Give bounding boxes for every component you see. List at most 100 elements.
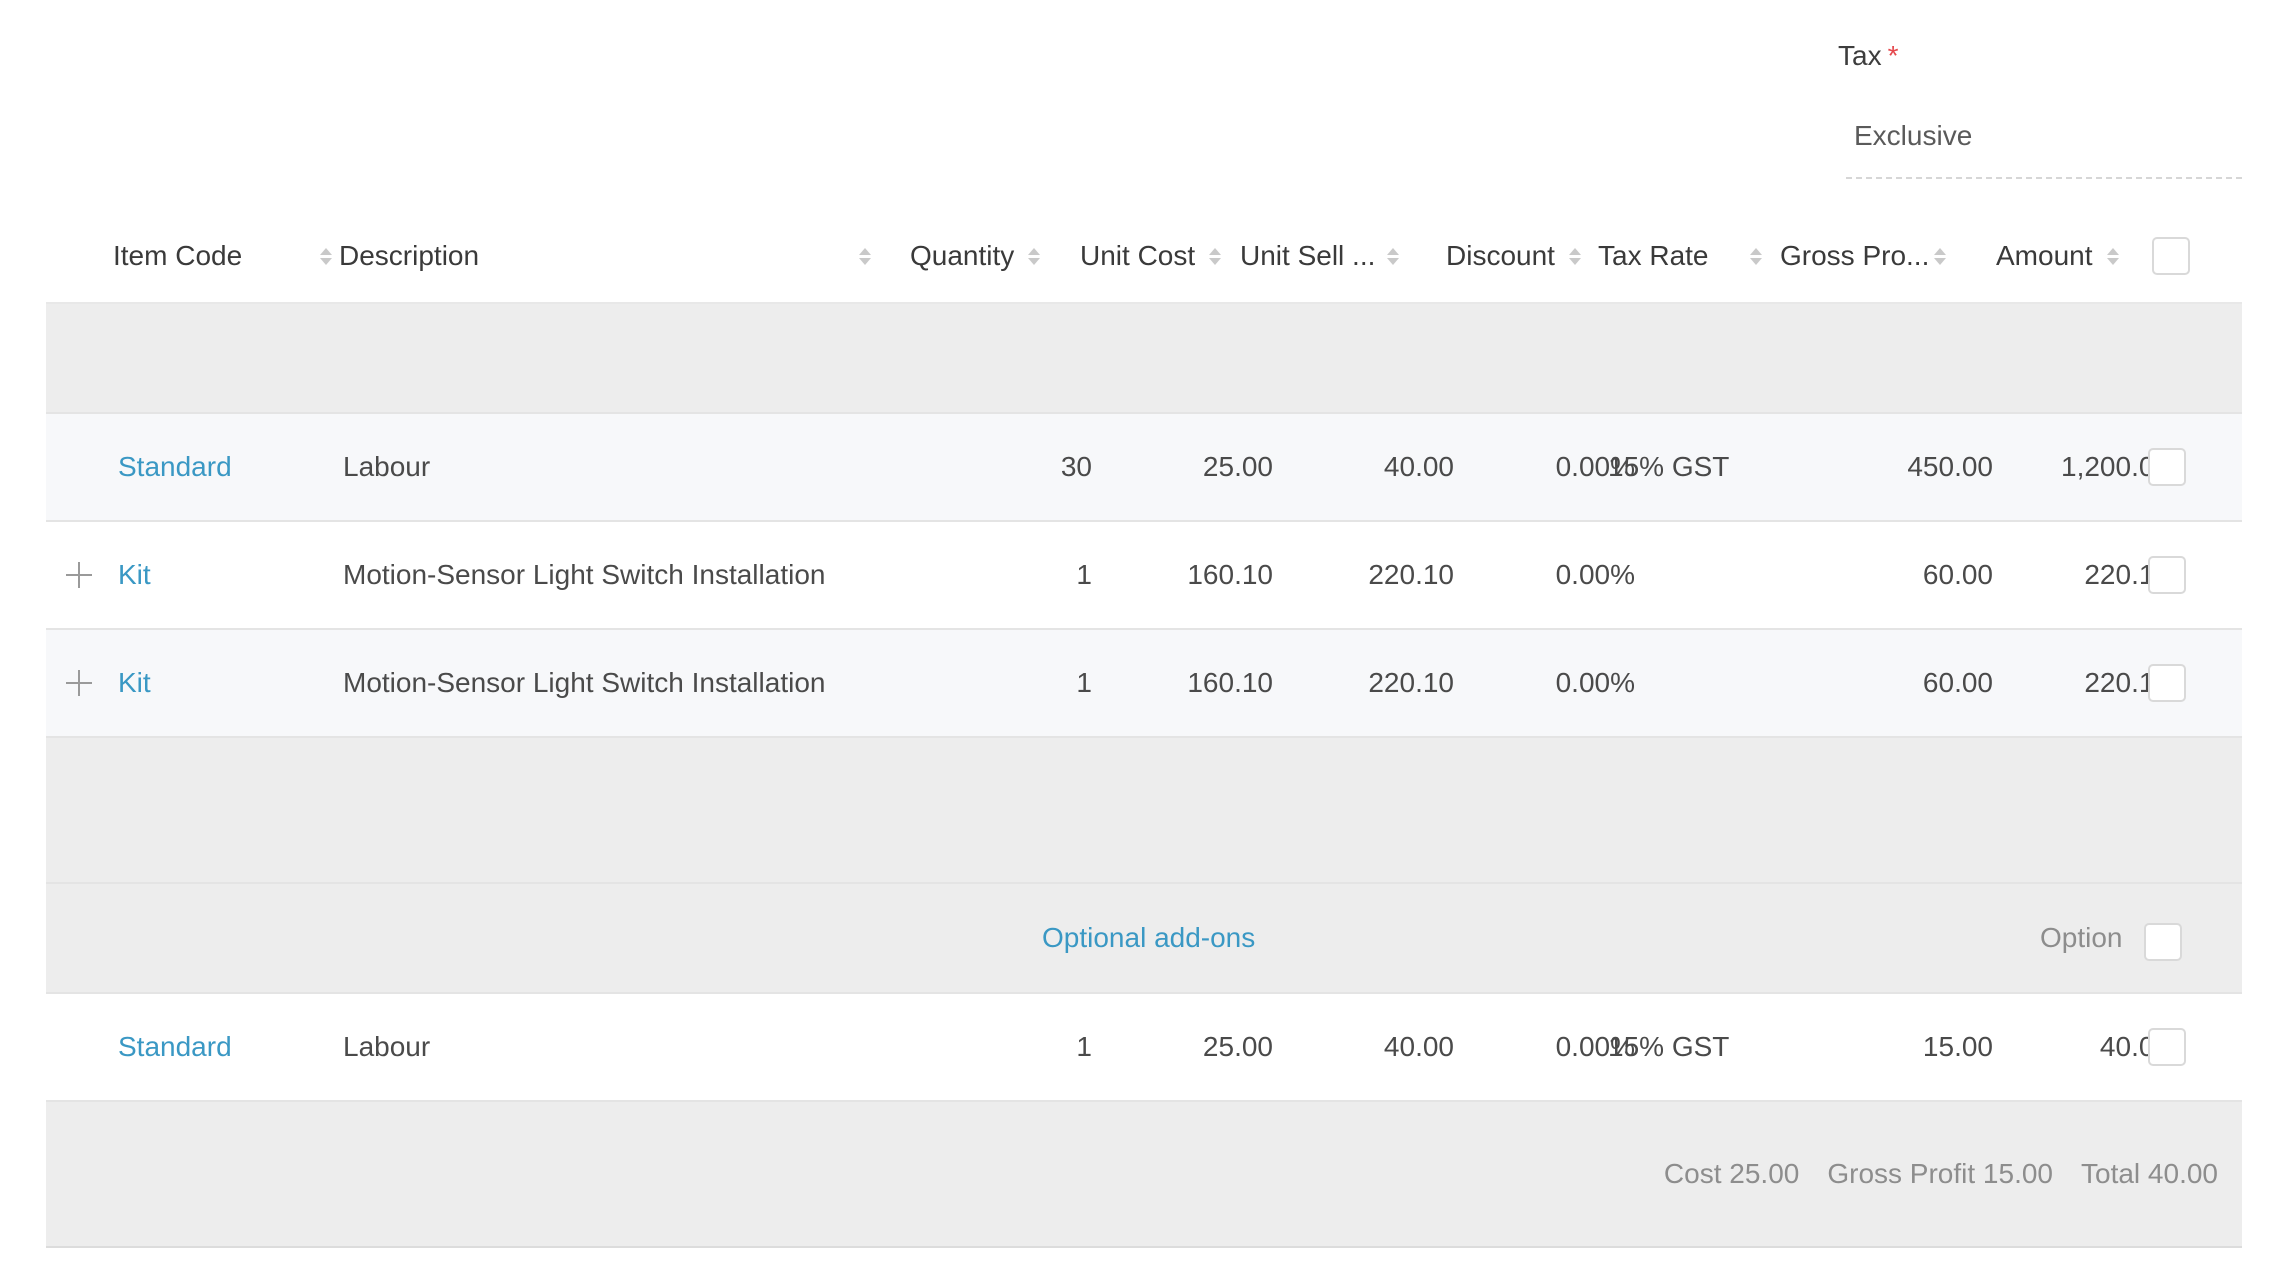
column-header-amount[interactable]: Amount: [1996, 210, 2119, 302]
option-label: Option: [2040, 922, 2123, 953]
column-header-tax-rate[interactable]: Tax Rate: [1598, 210, 1709, 302]
sort-icon: [1934, 247, 1946, 265]
required-marker: *: [1887, 40, 1899, 71]
unit-sell-cell: 220.10: [1368, 559, 1454, 590]
row-checkbox-cell: [2148, 630, 2186, 736]
expand-plus-icon[interactable]: [66, 670, 92, 696]
select-all-cell: [2152, 210, 2190, 302]
quantity-cell: 1: [1076, 559, 1092, 590]
optional-addons-title[interactable]: Optional add-ons: [1042, 922, 1256, 953]
row-checkbox[interactable]: [2148, 448, 2186, 486]
summary-values: Cost 25.00 Gross Profit 15.00 Total 40.0…: [1546, 1102, 2218, 1246]
unit-cost-cell: 25.00: [1202, 1031, 1273, 1062]
row-checkbox[interactable]: [2148, 664, 2186, 702]
unit-sell-cell: 220.10: [1368, 667, 1454, 698]
column-header-label: Unit Sell ...: [1240, 240, 1376, 271]
line-items-table: Item Code Description Quantity Unit Cost…: [46, 210, 2242, 1248]
optional-addons-header: Optional add-ons Option: [46, 884, 2242, 994]
column-header-label: Gross Pro...: [1780, 240, 1930, 271]
table-row[interactable]: Standard Labour 30 25.00 40.00 0.00% 15%…: [46, 414, 2242, 522]
sort-icon-gross-profit[interactable]: [1920, 210, 1946, 302]
row-checkbox[interactable]: [2148, 1028, 2186, 1066]
column-header-label: Discount: [1446, 240, 1555, 271]
sort-icon: [1568, 247, 1581, 265]
option-checkbox-cell: [2144, 884, 2182, 992]
sort-icon: [320, 247, 332, 265]
row-checkbox-cell: [2148, 994, 2186, 1100]
sort-icon-tax-rate[interactable]: [1736, 210, 1762, 302]
discount-cell: 0.00%: [1555, 451, 1635, 482]
gross-profit-cell: 60.00: [1922, 559, 1993, 590]
row-checkbox-cell: [2148, 414, 2186, 520]
item-code-link[interactable]: Standard: [118, 1031, 232, 1062]
quantity-cell: 1: [1076, 1031, 1092, 1062]
table-header-row: Item Code Description Quantity Unit Cost…: [46, 210, 2242, 304]
select-all-checkbox[interactable]: [2152, 237, 2190, 275]
amount-cell: 220.10: [2084, 559, 2170, 590]
sort-icon: [1750, 247, 1762, 265]
sort-icon: [1028, 247, 1041, 265]
table-row[interactable]: Standard Labour 1 25.00 40.00 0.00% 15% …: [46, 994, 2242, 1102]
item-code-link[interactable]: Kit: [118, 559, 151, 590]
tax-rate-cell: 15% GST: [1608, 451, 1730, 482]
sort-icon-item-code[interactable]: [306, 210, 332, 302]
amount-cell: 220.10: [2084, 667, 2170, 698]
section-footer-band: [46, 738, 2242, 884]
column-header-label: Unit Cost: [1080, 240, 1196, 271]
sort-icon: [1387, 247, 1399, 265]
gross-profit-cell: 60.00: [1922, 667, 1993, 698]
item-code-link[interactable]: Standard: [118, 451, 232, 482]
column-header-label: Amount: [1996, 240, 2093, 271]
column-header-unit-cost[interactable]: Unit Cost: [1080, 210, 1222, 302]
description-cell: Labour: [343, 451, 431, 482]
sort-icon: [859, 247, 871, 265]
sort-icon-description[interactable]: [845, 210, 871, 302]
tax-field-label: Tax *: [1838, 40, 1898, 72]
row-checkbox[interactable]: [2148, 556, 2186, 594]
tax-select[interactable]: Exclusive: [1854, 120, 1973, 151]
sort-icon: [1209, 247, 1222, 265]
amount-cell: 40.00: [2099, 1031, 2170, 1062]
column-header-discount[interactable]: Discount: [1446, 210, 1581, 302]
unit-cost-cell: 160.10: [1187, 559, 1273, 590]
expand-plus-icon[interactable]: [66, 562, 92, 588]
column-header-gross-profit[interactable]: Gross Pro...: [1780, 210, 1929, 302]
column-header-quantity[interactable]: Quantity: [910, 210, 1041, 302]
option-checkbox[interactable]: [2144, 923, 2182, 961]
unit-sell-cell: 40.00: [1383, 1031, 1454, 1062]
quantity-cell: 1: [1076, 667, 1092, 698]
discount-cell: 0.00%: [1555, 559, 1635, 590]
tax-label-text: Tax: [1838, 40, 1882, 71]
table-row[interactable]: Kit Motion-Sensor Light Switch Installat…: [46, 630, 2242, 738]
row-checkbox-cell: [2148, 522, 2186, 628]
description-cell: Motion-Sensor Light Switch Installation: [343, 559, 826, 590]
tax-rate-cell: 15% GST: [1608, 1031, 1730, 1062]
column-header-label: Description: [339, 240, 480, 271]
description-cell: Labour: [343, 1031, 431, 1062]
expand-cell: [66, 522, 92, 628]
column-header-label: Quantity: [910, 240, 1015, 271]
optional-summary-row: Cost 25.00 Gross Profit 15.00 Total 40.0…: [46, 1102, 2242, 1248]
column-header-description[interactable]: Description: [339, 210, 479, 302]
gross-profit-cell: 450.00: [1907, 451, 1993, 482]
column-header-label: Tax Rate: [1598, 240, 1709, 271]
tax-select-underline: [1846, 177, 2242, 179]
column-header-label: Item Code: [113, 240, 243, 271]
unit-sell-cell: 40.00: [1383, 451, 1454, 482]
empty-section-row: [46, 304, 2242, 414]
item-code-link[interactable]: Kit: [118, 667, 151, 698]
unit-cost-cell: 160.10: [1187, 667, 1273, 698]
sort-icon-unit-sell[interactable]: [1373, 210, 1399, 302]
quantity-cell: 30: [1060, 451, 1092, 482]
column-header-item-code[interactable]: Item Code: [113, 210, 242, 302]
discount-cell: 0.00%: [1555, 667, 1635, 698]
description-cell: Motion-Sensor Light Switch Installation: [343, 667, 826, 698]
summary-cost: Cost 25.00: [1663, 1158, 1800, 1189]
table-row[interactable]: Kit Motion-Sensor Light Switch Installat…: [46, 522, 2242, 630]
discount-cell: 0.00%: [1555, 1031, 1635, 1062]
sort-icon: [2106, 247, 2119, 265]
summary-gross-profit: Gross Profit 15.00: [1827, 1158, 2053, 1189]
expand-cell: [66, 630, 92, 736]
column-header-unit-sell[interactable]: Unit Sell ...: [1240, 210, 1375, 302]
